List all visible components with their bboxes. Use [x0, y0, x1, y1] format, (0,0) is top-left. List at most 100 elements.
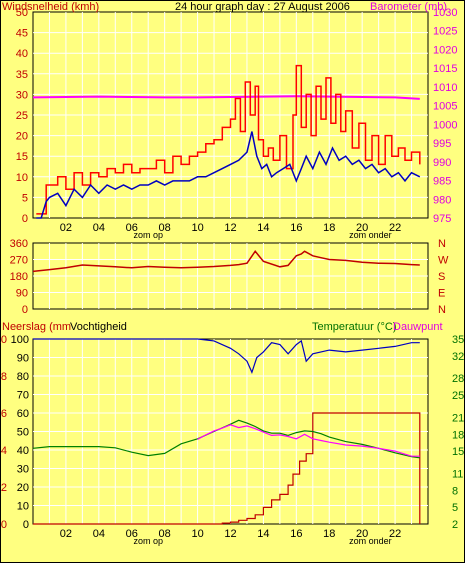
direction-tick-label: 90 — [16, 288, 28, 300]
wind-tick-label: 15 — [16, 151, 28, 163]
humidity-tick-label: 70 — [17, 390, 29, 402]
barometer-tick-label: 1005 — [433, 101, 457, 113]
wind-sunset-label: zom onder — [349, 230, 392, 240]
temperature-tick-label: 25 — [452, 390, 464, 402]
rain-axis-label: Neerslag (mm — [2, 321, 72, 333]
chart-title: 24 hour graph day : 27 August 2006 — [175, 1, 350, 13]
wind-tick-label: 5 — [22, 192, 28, 204]
wind-x-tick-label: 20 — [356, 222, 368, 234]
temperature-tick-label: 5 — [452, 502, 458, 514]
wind-tick-label: 0 — [22, 213, 28, 225]
barometer-tick-label: 1020 — [433, 44, 457, 56]
humidity-x-tick-label: 20 — [356, 528, 368, 540]
humidity-x-tick-label: 02 — [60, 528, 72, 540]
barometer-tick-label: 980 — [433, 194, 451, 206]
wind-x-tick-label: 10 — [191, 222, 203, 234]
wind-x-tick-label: 08 — [159, 222, 171, 234]
temperature-tick-label: 15 — [452, 446, 464, 458]
wind-x-tick-label: 18 — [323, 222, 335, 234]
direction-tick-label: 180 — [10, 271, 28, 283]
rain-tick-label: 0 — [1, 519, 7, 531]
wind-average-line — [36, 131, 421, 219]
wind-tick-label: 35 — [16, 69, 28, 81]
humidity-tick-label: 60 — [17, 408, 29, 420]
humidity-sunrise-label: zom op — [133, 536, 163, 546]
barometer-tick-label: 985 — [433, 176, 451, 188]
rain-tick-label: 6 — [1, 408, 7, 420]
wind-x-tick-label: 06 — [126, 222, 138, 234]
humidity-tick-label: 90 — [17, 353, 29, 365]
compass-label-s: S — [438, 271, 445, 283]
temperature-tick-label: 21 — [452, 412, 464, 424]
wind-x-tick-label: 22 — [389, 222, 401, 234]
humidity-x-tick-label: 18 — [323, 528, 335, 540]
wind-tick-label: 50 — [16, 7, 28, 19]
wind-x-tick-label: 14 — [257, 222, 269, 234]
wind-sunrise-label: zom op — [133, 230, 163, 240]
direction-tick-label: 0 — [22, 304, 28, 316]
temperature-line — [32, 419, 420, 459]
wind-x-tick-label: 12 — [224, 222, 236, 234]
temperature-tick-label: 35 — [452, 334, 464, 346]
rain-tick-label: 4 — [1, 445, 7, 457]
wind-axis-label: Windsnelheid (kmh) — [2, 1, 100, 13]
humidity-tick-label: 40 — [17, 445, 29, 457]
wind-tick-label: 30 — [16, 89, 28, 101]
barometer-tick-label: 975 — [433, 213, 451, 225]
barometer-tick-label: 1000 — [433, 119, 457, 131]
wind-tick-label: 10 — [16, 172, 28, 184]
barometer-tick-label: 1030 — [433, 7, 457, 19]
humidity-tick-label: 50 — [17, 427, 29, 439]
humidity-tick-label: 20 — [17, 482, 29, 494]
barometer-tick-label: 1015 — [433, 63, 457, 75]
humidity-tick-label: 100 — [11, 334, 29, 346]
humidity-x-tick-label: 06 — [126, 528, 138, 540]
humidity-x-tick-label: 10 — [191, 528, 203, 540]
humidity-x-tick-label: 22 — [389, 528, 401, 540]
compass-label-e: E — [438, 288, 445, 300]
temperature-axis-label: Temperatuur (°C) — [312, 321, 397, 333]
wind-x-tick-label: 16 — [290, 222, 302, 234]
humidity-x-tick-label: 08 — [159, 528, 171, 540]
wind-tick-label: 45 — [16, 28, 28, 40]
barometer-axis-label: Barometer (mb) — [370, 1, 448, 13]
temperature-tick-label: 32 — [452, 351, 464, 363]
humidity-x-tick-label: 14 — [257, 528, 269, 540]
wind-x-tick-label: 04 — [93, 222, 105, 234]
dewpoint-line — [197, 424, 420, 457]
humidity-axis-label: Vochtigheid — [70, 321, 127, 333]
temperature-tick-label: 18 — [452, 429, 464, 441]
temperature-tick-label: 8 — [452, 485, 458, 497]
temperature-tick-label: 28 — [452, 373, 464, 385]
wind-direction-line — [32, 250, 420, 273]
wind-x-tick-label: 02 — [60, 222, 72, 234]
wind-tick-label: 20 — [16, 131, 28, 143]
temperature-tick-label: 2 — [452, 519, 458, 531]
humidity-tick-label: 80 — [17, 371, 29, 383]
compass-label-w: W — [438, 255, 449, 267]
wind-tick-label: 25 — [16, 110, 28, 122]
rain-tick-label: 10 — [0, 334, 7, 346]
humidity-tick-label: 0 — [23, 519, 29, 531]
compass-label-n: N — [438, 304, 446, 316]
barometer-line — [32, 95, 420, 100]
direction-tick-label: 360 — [10, 238, 28, 250]
temperature-tick-label: 11 — [452, 469, 463, 481]
rain-tick-label: 2 — [1, 482, 7, 494]
rain-tick-label: 8 — [1, 371, 7, 383]
humidity-tick-label: 30 — [17, 464, 29, 476]
direction-tick-label: 270 — [10, 255, 28, 267]
compass-label-n: N — [438, 238, 446, 250]
barometer-tick-label: 990 — [433, 157, 451, 169]
humidity-line — [33, 338, 420, 374]
wind-tick-label: 40 — [16, 48, 28, 60]
dewpoint-axis-label: Dauwpunt — [393, 321, 443, 333]
humidity-tick-label: 10 — [17, 501, 29, 513]
humidity-x-tick-label: 16 — [290, 528, 302, 540]
barometer-tick-label: 995 — [433, 138, 451, 150]
humidity-sunset-label: zom onder — [349, 536, 392, 546]
humidity-x-tick-label: 12 — [224, 528, 236, 540]
humidity-x-tick-label: 04 — [93, 528, 105, 540]
